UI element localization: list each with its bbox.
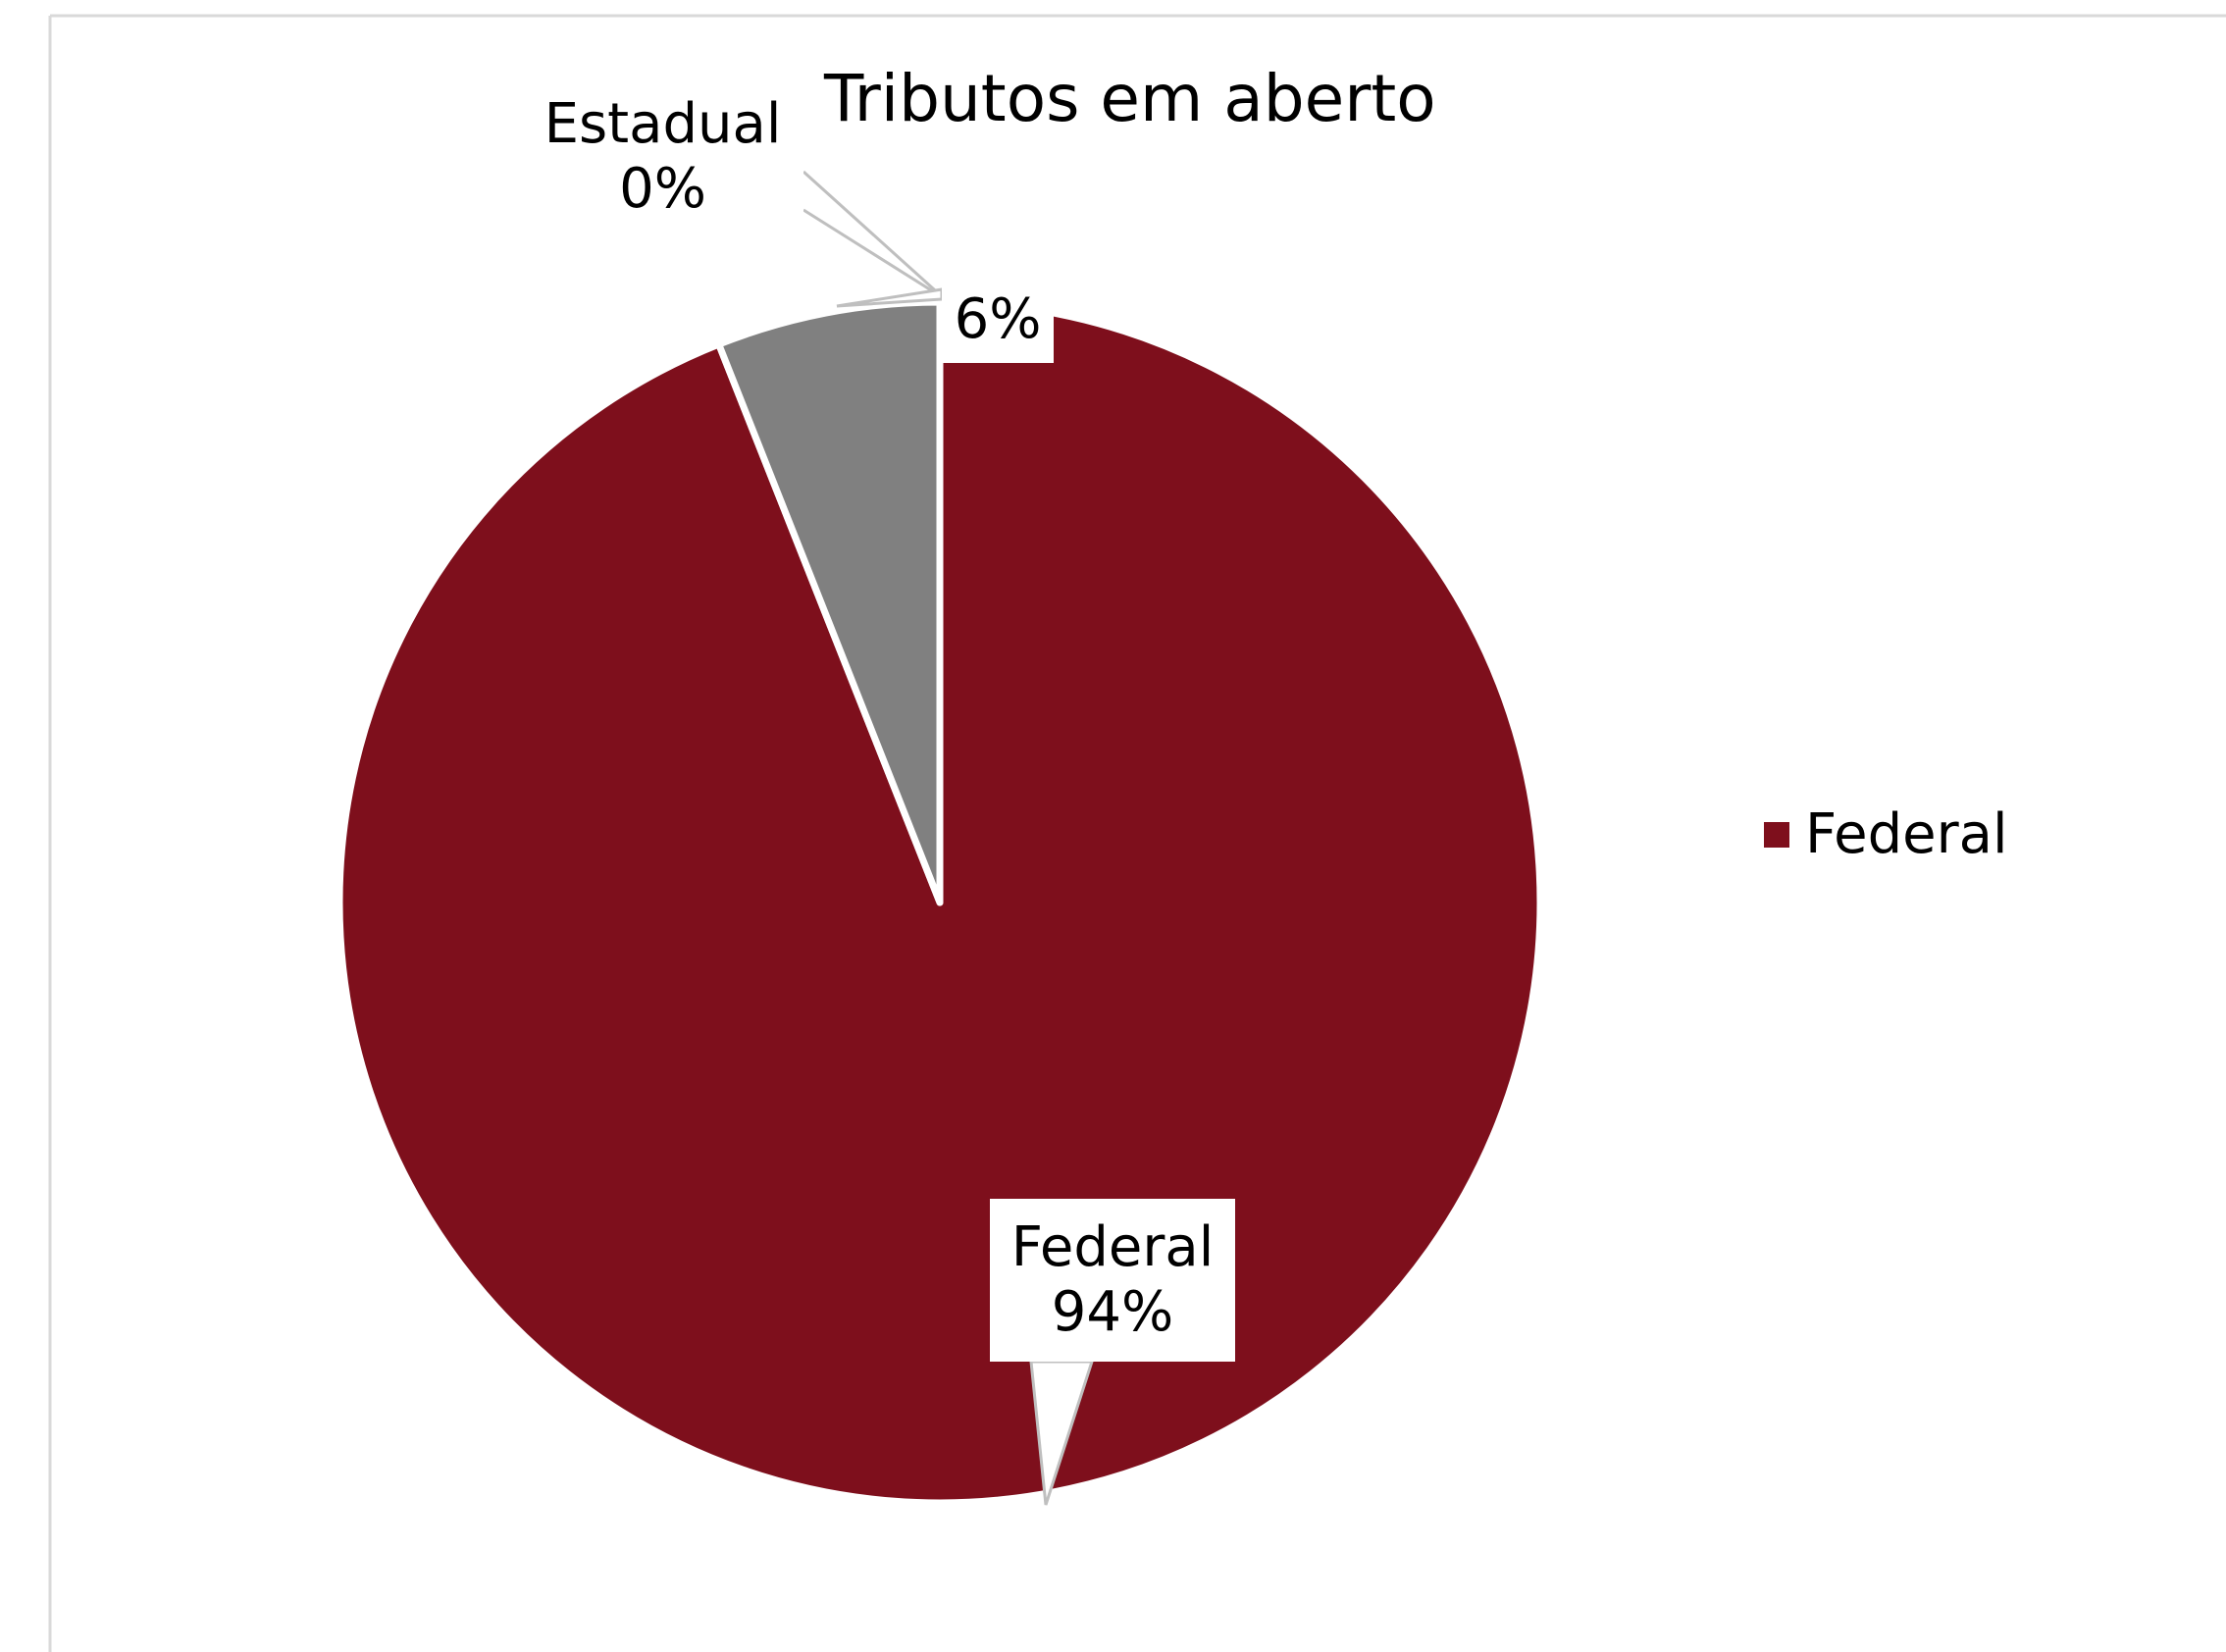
legend-label-federal: Federal <box>1805 802 2008 866</box>
legend-swatch-federal <box>1764 821 1789 848</box>
data-label-slice-2: 6% <box>942 278 1054 363</box>
pie-slices <box>336 298 1544 1507</box>
chart-title: Tributos em aberto <box>824 61 1436 136</box>
leader-lines <box>802 170 1095 1506</box>
leader-federal <box>1029 1360 1095 1506</box>
leader-estadual-upper <box>802 170 946 300</box>
data-label-federal-pct: 94% <box>1051 1280 1174 1344</box>
pie-slice-slice-2 <box>715 298 944 906</box>
leader-estadual-lower <box>802 208 945 300</box>
data-label-estadual-name: Estadual <box>544 92 782 156</box>
data-label-estadual-pct: 0% <box>619 157 706 221</box>
data-label-slice-2-pct: 6% <box>954 287 1042 351</box>
data-label-federal: Federal 94% <box>990 1199 1235 1362</box>
data-label-estadual: Estadual 0% <box>522 76 803 238</box>
legend: Federal <box>1764 802 2008 866</box>
data-label-federal-name: Federal <box>1010 1215 1215 1279</box>
